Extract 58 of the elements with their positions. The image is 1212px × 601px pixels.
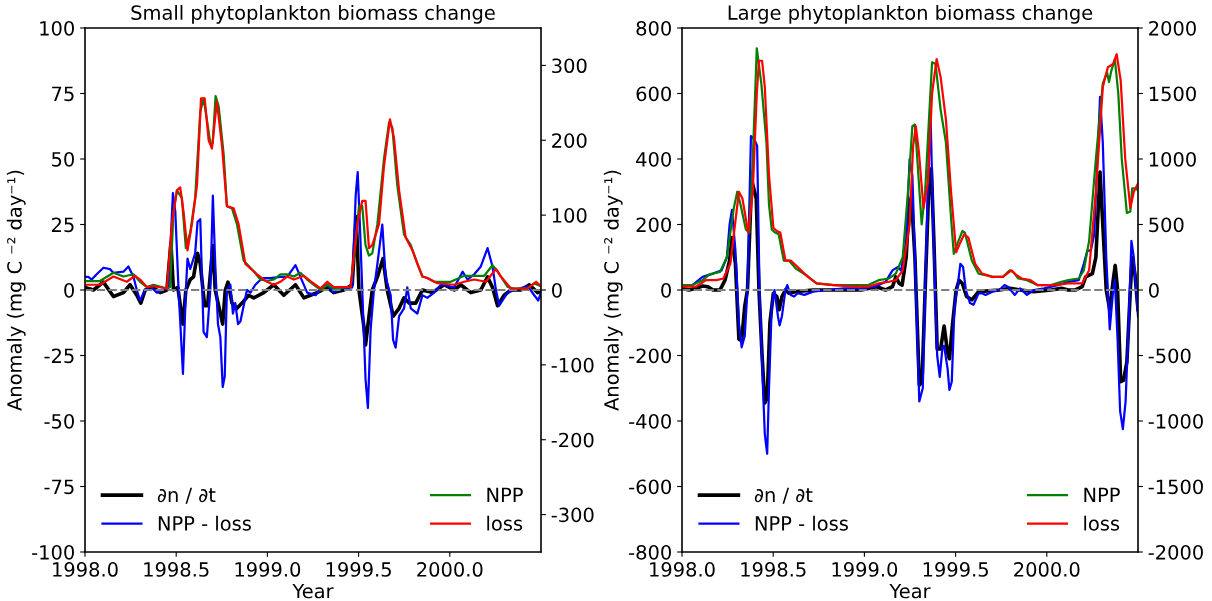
y-axis-title: Anomaly (mg C ⁻² day⁻¹) (603, 170, 623, 411)
x-axis-title: Year (889, 583, 931, 599)
legend-label: ∂n / ∂t (157, 487, 216, 504)
x-tick-label: 1999.5 (923, 562, 988, 577)
x-tick-label: 2000.0 (417, 562, 483, 577)
y-tick-label: 600 (636, 86, 671, 102)
y2-tick-label: 200 (552, 133, 587, 148)
y-tick-label: 0 (64, 282, 74, 298)
x-tick-label: 2000.0 (1014, 562, 1080, 577)
chart-title: Large phytoplankton biomass change (728, 4, 1093, 24)
chart-title: Small phytoplankton biomass change (131, 4, 495, 24)
y-tick-label: 75 (52, 86, 74, 102)
y2-tick-label: 2000 (1149, 20, 1196, 36)
y-axis-title: Anomaly (mg C ⁻² day⁻¹) (6, 170, 26, 411)
legend-label: NPP - loss (755, 515, 848, 531)
y-tick-label: 200 (636, 217, 671, 233)
x-tick-label: 1999.0 (832, 562, 898, 577)
y-tick-label: -800 (629, 544, 671, 560)
y-tick-label: 25 (51, 217, 74, 233)
x-tick-label: 1998.5 (741, 562, 806, 577)
y2-tick-label: 300 (552, 58, 587, 74)
legend-label: ∂n / ∂t (754, 487, 813, 504)
y2-tick-label: 0 (1149, 282, 1159, 298)
y2-tick-label: 100 (552, 208, 587, 223)
legend-label: NPP - loss (158, 515, 251, 531)
y2-tick-label: -2000 (1148, 544, 1203, 560)
legend-label: loss (1084, 515, 1120, 531)
y-tick-label: 0 (661, 282, 671, 298)
x-tick-label: 1998.0 (53, 562, 118, 577)
y2-tick-label: -200 (551, 432, 594, 448)
y2-tick-label: 500 (1149, 217, 1184, 233)
y-tick-label: 50 (52, 151, 74, 167)
y-tick-label: 100 (40, 20, 74, 36)
y-tick-label: 400 (636, 151, 671, 167)
x-tick-label: 1999.5 (326, 562, 391, 577)
x-tick-label: 1998.0 (650, 562, 715, 577)
y-tick-label: -25 (44, 348, 74, 364)
legend-label: loss (487, 515, 523, 531)
y2-tick-label: 1000 (1149, 151, 1196, 167)
y2-tick-label: 0 (552, 282, 562, 298)
y2-tick-label: -100 (551, 357, 594, 373)
y-tick-label: -75 (44, 479, 74, 495)
y-tick-label: 800 (636, 20, 671, 36)
y-tick-label: -600 (629, 479, 671, 495)
y-tick-label: -100 (32, 544, 74, 560)
y2-tick-label: -300 (551, 507, 594, 523)
y2-tick-label: -1000 (1148, 413, 1203, 429)
x-tick-label: 1999.0 (235, 562, 301, 577)
legend-label: NPP (487, 487, 523, 502)
y-tick-label: -400 (629, 413, 671, 429)
legend-label: NPP (1084, 487, 1120, 502)
x-axis-title: Year (292, 583, 334, 599)
y2-tick-label: 1500 (1149, 86, 1196, 102)
x-tick-label: 1998.5 (144, 562, 209, 577)
y-tick-label: -200 (629, 348, 671, 364)
y-tick-label: -50 (44, 413, 74, 429)
y2-tick-label: -500 (1148, 348, 1191, 364)
y2-tick-label: -1500 (1148, 479, 1203, 495)
